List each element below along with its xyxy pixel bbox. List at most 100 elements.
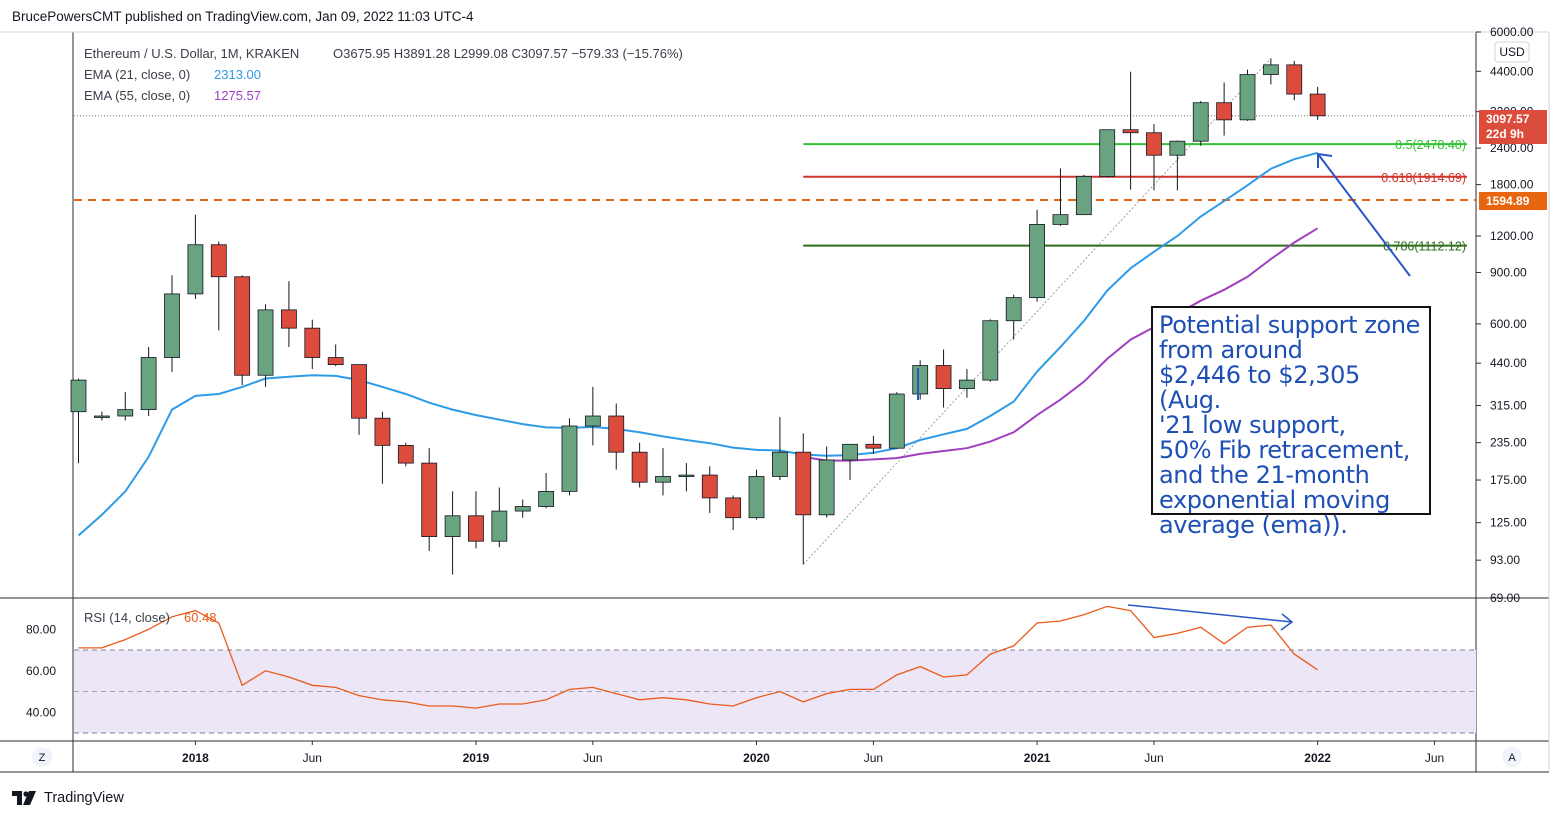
rsi-band-fill	[74, 650, 1476, 733]
candle	[982, 319, 999, 382]
price-badges: 3097.57 22d 9h 1594.89	[1479, 110, 1547, 210]
candle-body	[1029, 223, 1045, 299]
candle	[1075, 174, 1092, 216]
candle-body	[818, 459, 835, 516]
current-price-badge	[1479, 110, 1547, 144]
candle-body	[257, 309, 274, 376]
candle-body	[187, 244, 204, 295]
timezone-button-label: Z	[39, 752, 46, 764]
fib-level-label: 0.786(1112.12)	[1383, 240, 1466, 254]
candle-body	[1052, 214, 1069, 225]
tradingview-logo[interactable]: TradingView	[12, 790, 124, 806]
candle-body	[1075, 176, 1092, 216]
annotation-line: 50% Fib retracement,	[1159, 436, 1411, 464]
candle	[608, 403, 625, 470]
candle	[187, 214, 204, 299]
candle-body	[1192, 102, 1209, 142]
price-tick-label: 175.00	[1490, 473, 1527, 487]
candle-body	[912, 365, 929, 395]
candle-body	[234, 276, 251, 376]
rsi-path	[78, 605, 1318, 709]
candle-body	[140, 357, 157, 411]
candle-body	[561, 425, 578, 492]
candle	[1099, 129, 1116, 178]
price-tick-label: 93.00	[1490, 553, 1520, 567]
price-tick-label: 315.00	[1490, 399, 1527, 413]
price-tick-label: 69.00	[1490, 591, 1520, 605]
candle-body	[468, 515, 484, 542]
rsi-tick-label: 40.00	[26, 705, 56, 719]
candle	[117, 392, 134, 421]
candle-body	[608, 415, 625, 453]
support-zone-annotation[interactable]: Potential support zone from around $2,44…	[1151, 306, 1431, 538]
candle-body	[117, 409, 134, 417]
candle	[491, 487, 508, 548]
countdown-text: 22d 9h	[1486, 127, 1524, 141]
fib-levels[interactable]: 0.5(2478.40) 0.618(1914.69) 0.786(1112.12)	[803, 138, 1467, 254]
candle	[281, 281, 297, 347]
price-tick-label: 2400.00	[1490, 141, 1534, 155]
candle	[257, 304, 274, 387]
time-axis[interactable]: Z A 2018 Jun 2019 Jun 2020 Jun 2021 Jun 2022 Jun	[32, 741, 1522, 767]
legend-ohlc: O3675.95 H3891.28 L2999.08 C3097.57 −579…	[333, 46, 683, 61]
down-arrow-drawing[interactable]	[1317, 152, 1411, 277]
time-tick-label: Jun	[864, 751, 883, 765]
candle	[561, 418, 578, 496]
candle	[514, 499, 531, 518]
legend-ema21-value: 2313.00	[214, 67, 261, 82]
candle	[538, 472, 554, 509]
time-tick-label: 2021	[1024, 751, 1051, 765]
time-tick-label: Jun	[583, 751, 602, 765]
candle-body	[444, 515, 461, 538]
candle-body	[210, 244, 227, 278]
price-tick-label: 600.00	[1490, 317, 1527, 331]
fib-trend-line[interactable]	[802, 58, 1272, 565]
tradingview-logo-icon	[12, 791, 36, 805]
price-tick-label: 900.00	[1490, 265, 1527, 279]
candle-body	[1099, 129, 1116, 177]
candle-body	[374, 417, 391, 446]
price-tick-label: 6000.00	[1490, 25, 1534, 39]
candle-body	[538, 490, 554, 507]
candle-body	[164, 293, 180, 358]
price-tick-label: 1200.00	[1490, 229, 1534, 243]
candle	[210, 241, 227, 331]
annotation-line: '21 low support,	[1159, 411, 1346, 439]
price-tick-label: 1800.00	[1490, 178, 1534, 192]
candle-body	[1286, 64, 1303, 95]
timezone-button[interactable]	[32, 747, 52, 767]
price-tick-label: 4400.00	[1490, 64, 1534, 78]
candle	[140, 346, 157, 417]
candle-body	[982, 320, 999, 381]
candle	[444, 491, 461, 575]
candle-body	[1146, 132, 1162, 156]
price-tick-label: 440.00	[1490, 356, 1527, 370]
price-tick-label: 125.00	[1490, 516, 1527, 530]
candle	[1005, 294, 1022, 340]
legend-rsi-label: RSI (14, close)	[84, 610, 170, 625]
candle-body	[1216, 102, 1233, 121]
candle	[795, 433, 812, 565]
candle	[701, 466, 718, 513]
candle	[164, 275, 180, 373]
legend-rsi-value: 60.48	[184, 610, 217, 625]
candle	[655, 448, 671, 496]
candle	[327, 344, 344, 367]
annotation-line: Potential support zone	[1159, 311, 1421, 339]
candle	[888, 392, 905, 449]
rsi-axis[interactable]: 80.00 60.00 40.00	[26, 622, 56, 719]
candle-body	[655, 476, 671, 483]
candle	[935, 349, 952, 408]
rsi-divergence-arrow[interactable]	[1127, 604, 1294, 631]
candle	[748, 469, 765, 520]
symbol-legend[interactable]: Ethereum / U.S. Dollar, 1M, KRAKEN O3675…	[84, 46, 683, 625]
candle-body	[93, 415, 110, 418]
annotation-line: exponential moving	[1159, 486, 1390, 514]
annotation-line: from around	[1159, 336, 1303, 364]
candle-body	[327, 357, 344, 366]
candle	[234, 275, 251, 386]
ema55-line	[803, 227, 1319, 462]
auto-scale-button[interactable]	[1502, 747, 1522, 767]
candle-body	[70, 379, 87, 413]
